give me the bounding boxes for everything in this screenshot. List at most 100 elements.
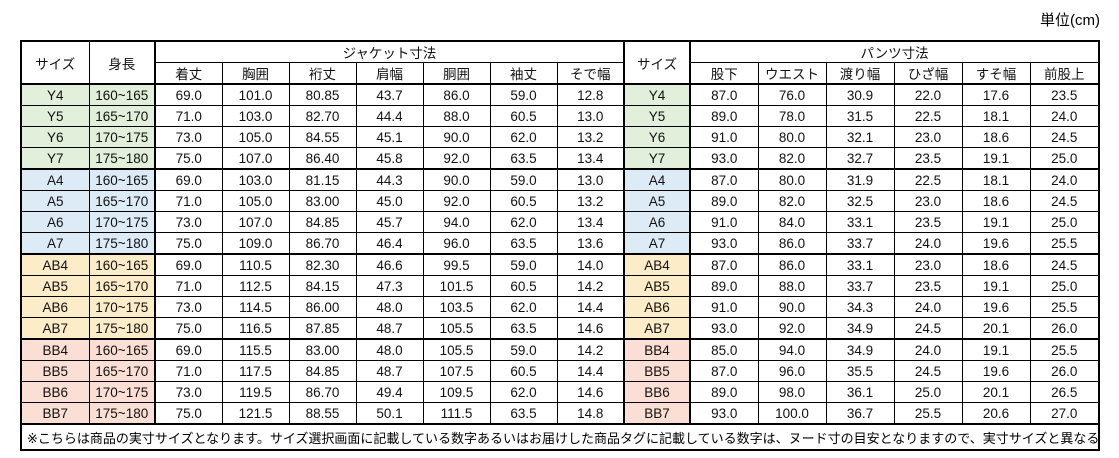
pants-value-cell: 25.5	[893, 402, 963, 425]
jacket-value-cell: 62.0	[489, 211, 558, 233]
pants-value-cell: 24.0	[893, 338, 963, 361]
pants-value-cell: 33.7	[825, 275, 895, 297]
jacket-value-cell: 109.5	[422, 381, 491, 403]
jacket-value-cell: 45.8	[355, 147, 424, 170]
pants-value-cell: 32.5	[825, 190, 895, 212]
pants-value-cell: 91.0	[689, 126, 759, 148]
pants-value-cell: 93.0	[689, 402, 759, 425]
note-row: ※こちらは商品の実寸サイズとなります。サイズ選択画面に記載している数字あるいはお…	[20, 423, 1100, 451]
jacket-value-cell: 103.0	[221, 105, 290, 127]
jacket-value-cell: 69.0	[154, 83, 223, 106]
jacket-value-cell: 112.5	[221, 275, 290, 297]
jacket-value-cell: 60.5	[489, 190, 558, 212]
size-cell: Y4	[20, 83, 90, 106]
jacket-value-cell: 92.0	[422, 190, 491, 212]
jacket-value-cell: 45.1	[355, 126, 424, 148]
height-cell: 175~180	[88, 147, 156, 170]
jacket-value-cell: 14.2	[556, 275, 626, 297]
jacket-value-cell: 111.5	[422, 402, 491, 425]
table-row: AB5 165~170 71.0 112.5 84.15 47.3 101.5 60.5 14.…	[20, 275, 1100, 297]
jacket-value-cell: 105.5	[422, 338, 491, 361]
jacket-value-cell: 101.0	[221, 83, 290, 106]
pants-value-cell: 23.0	[893, 190, 963, 212]
jacket-value-cell: 116.5	[221, 317, 290, 340]
height-cell: 165~170	[88, 360, 156, 382]
header-jacket-col: そで幅	[556, 62, 626, 85]
pants-value-cell: 34.9	[825, 338, 895, 361]
pants-value-cell: 100.0	[757, 402, 827, 425]
pants-value-cell: 34.3	[825, 296, 895, 318]
height-cell: 170~175	[88, 211, 156, 233]
header-jacket-col: 胴囲	[422, 62, 491, 85]
pants-value-cell: 22.0	[893, 83, 963, 106]
jacket-value-cell: 84.55	[288, 126, 357, 148]
pants-value-cell: 25.0	[1029, 211, 1100, 233]
pants-value-cell: 23.5	[893, 275, 963, 297]
pants-value-cell: 19.1	[961, 147, 1031, 170]
pants-value-cell: 93.0	[689, 147, 759, 170]
pants-value-cell: 93.0	[689, 232, 759, 255]
pants-value-cell: 84.0	[757, 211, 827, 233]
jacket-value-cell: 71.0	[154, 190, 223, 212]
size-cell: AB6	[20, 296, 90, 318]
pants-value-cell: 98.0	[757, 381, 827, 403]
jacket-value-cell: 75.0	[154, 402, 223, 425]
jacket-value-cell: 46.6	[355, 253, 424, 276]
jacket-value-cell: 59.0	[489, 168, 558, 191]
table-row: Y5 165~170 71.0 103.0 82.70 44.4 88.0 60.5 13.0 Y…	[20, 105, 1100, 127]
pants-value-cell: 23.5	[1029, 83, 1100, 106]
jacket-value-cell: 73.0	[154, 381, 223, 403]
jacket-value-cell: 48.0	[355, 296, 424, 318]
jacket-value-cell: 117.5	[221, 360, 290, 382]
table-note: ※こちらは商品の実寸サイズとなります。サイズ選択画面に記載している数字あるいはお…	[20, 423, 1100, 451]
jacket-value-cell: 105.5	[422, 317, 491, 340]
header-columns-row: 着丈 胸囲 裄丈 肩幅 胴囲 袖丈 そで幅 股下 ウエスト 渡り幅 ひざ幅 すそ幅 前股上	[21, 62, 1100, 85]
jacket-value-cell: 13.2	[556, 126, 626, 148]
header-height: 身長	[88, 40, 156, 85]
jacket-value-cell: 69.0	[154, 253, 223, 276]
jacket-value-cell: 63.5	[489, 402, 558, 425]
jacket-value-cell: 45.0	[355, 190, 424, 212]
jacket-value-cell: 71.0	[154, 360, 223, 382]
jacket-value-cell: 50.1	[355, 402, 424, 425]
jacket-value-cell: 105.0	[221, 190, 290, 212]
pants-value-cell: 86.0	[757, 232, 827, 255]
jacket-value-cell: 13.2	[556, 190, 626, 212]
size-cell-right: AB5	[623, 275, 692, 297]
size-cell-right: BB5	[623, 360, 692, 382]
jacket-value-cell: 63.5	[489, 232, 558, 255]
pants-value-cell: 18.6	[961, 253, 1031, 276]
jacket-value-cell: 13.6	[556, 232, 626, 255]
pants-value-cell: 26.5	[1029, 381, 1100, 403]
jacket-value-cell: 107.0	[221, 147, 290, 170]
jacket-value-cell: 84.85	[288, 211, 357, 233]
pants-value-cell: 25.5	[1029, 232, 1100, 255]
header-pants-col: ひざ幅	[893, 62, 963, 85]
jacket-value-cell: 14.4	[556, 360, 626, 382]
pants-value-cell: 89.0	[689, 105, 759, 127]
pants-value-cell: 25.0	[893, 381, 963, 403]
jacket-value-cell: 71.0	[154, 275, 223, 297]
jacket-value-cell: 96.0	[422, 232, 491, 255]
pants-value-cell: 35.5	[825, 360, 895, 382]
jacket-value-cell: 110.5	[221, 253, 290, 276]
height-cell: 165~170	[88, 275, 156, 297]
jacket-value-cell: 48.0	[355, 338, 424, 361]
pants-value-cell: 24.0	[1029, 168, 1100, 191]
pants-value-cell: 92.0	[757, 317, 827, 340]
jacket-value-cell: 73.0	[154, 211, 223, 233]
jacket-value-cell: 86.0	[422, 83, 491, 106]
pants-value-cell: 88.0	[757, 275, 827, 297]
jacket-value-cell: 13.0	[556, 105, 626, 127]
header-pants-col: ウエスト	[757, 62, 827, 85]
pants-value-cell: 23.0	[893, 126, 963, 148]
pants-value-cell: 19.1	[961, 338, 1031, 361]
size-cell: BB5	[20, 360, 90, 382]
header-pants-col: すそ幅	[961, 62, 1031, 85]
jacket-value-cell: 49.4	[355, 381, 424, 403]
pants-value-cell: 33.1	[825, 211, 895, 233]
jacket-value-cell: 81.15	[288, 168, 357, 191]
table-row: Y4 160~165 69.0 101.0 80.85 43.7 86.0 59.0 12.8 Y…	[20, 83, 1100, 106]
pants-value-cell: 20.1	[961, 317, 1031, 340]
jacket-value-cell: 12.8	[556, 83, 626, 106]
